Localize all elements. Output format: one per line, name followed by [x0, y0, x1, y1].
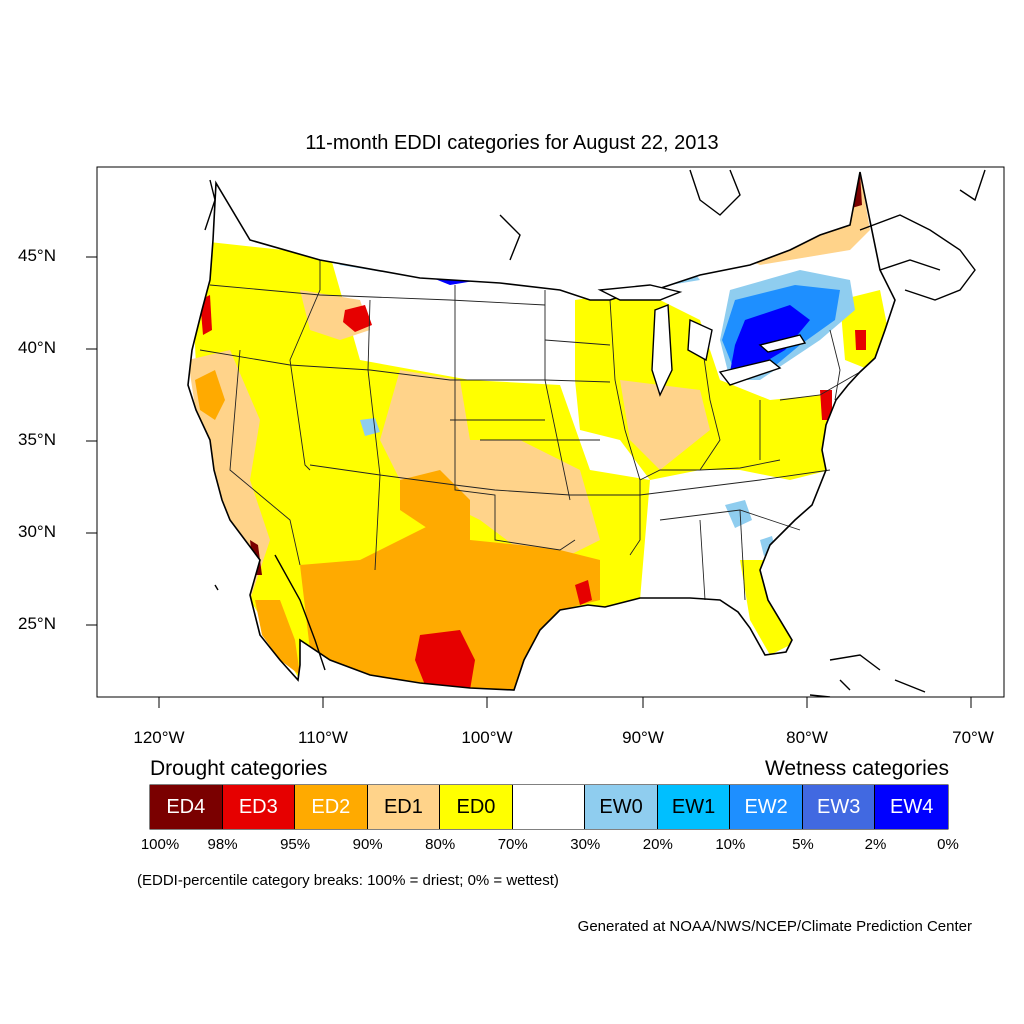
lon-label-110: 110°W — [298, 728, 348, 747]
map-title: 11-month EDDI categories for August 22, … — [305, 132, 719, 154]
legend-swatch-ed4: ED4 — [150, 785, 223, 829]
lon-label-90: 90°W — [622, 728, 664, 747]
legend-swatch-neutral — [512, 785, 586, 829]
credit-line: Generated at NOAA/NWS/NCEP/Climate Predi… — [577, 918, 972, 935]
ed2-region — [255, 600, 300, 675]
lon-label-120: 120°W — [133, 728, 185, 747]
legend-break-label: 100% — [140, 836, 180, 853]
ed2-region — [400, 470, 470, 540]
legend-break-label: 70% — [497, 836, 528, 853]
lon-label-100: 100°W — [461, 728, 513, 747]
legend-swatch-ew1: EW1 — [657, 785, 731, 829]
legend-break-label: 0% — [937, 836, 959, 853]
legend-break-label: 5% — [792, 836, 814, 853]
legend-break-label: 30% — [570, 836, 601, 853]
axis-ticks — [86, 256, 972, 708]
ed1-region — [620, 380, 710, 470]
lat-label-30: 30°N — [18, 522, 56, 541]
legend-swatch-ed1: ED1 — [367, 785, 441, 829]
legend-break-label: 98% — [207, 836, 238, 853]
ew4-region — [730, 305, 810, 372]
legend-swatch-ew0: EW0 — [585, 785, 658, 829]
ed3-region — [820, 390, 832, 420]
canada-coastline — [204, 169, 986, 301]
legend-note: (EDDI-percentile category breaks: 100% =… — [137, 872, 559, 889]
mexico-coastline — [214, 554, 926, 697]
state-borders — [199, 260, 861, 601]
ed2-region — [195, 370, 225, 420]
legend-swatch-ed0: ED0 — [440, 785, 513, 829]
legend-swatch-ed2: ED2 — [295, 785, 368, 829]
ed3-region — [343, 305, 372, 332]
legend-break-label: 95% — [280, 836, 311, 853]
lon-label-70: 70°W — [952, 728, 994, 747]
legend-break-label: 10% — [715, 836, 746, 853]
lon-label-80: 80°W — [786, 728, 828, 747]
lat-label-35: 35°N — [18, 430, 56, 449]
legend-break-label: 80% — [425, 836, 456, 853]
legend-swatch-ew3: EW3 — [802, 785, 876, 829]
ed3-region — [575, 580, 592, 605]
lat-label-25: 25°N — [18, 614, 56, 633]
lat-label-40: 40°N — [18, 338, 56, 357]
lat-label-45: 45°N — [18, 246, 56, 265]
legend-swatch-ed3: ED3 — [222, 785, 296, 829]
ed3-region — [415, 630, 475, 690]
ed3-region — [855, 330, 866, 350]
legend-swatch-ew2: EW2 — [730, 785, 803, 829]
legend-break-label: 20% — [642, 836, 673, 853]
legend-swatch-ew4: EW4 — [875, 785, 948, 829]
great-lakes — [597, 284, 807, 397]
drought-heading: Drought categories — [150, 757, 328, 780]
ed1-region — [380, 370, 600, 560]
legend-break-label: 90% — [352, 836, 383, 853]
legend-break-label: 2% — [864, 836, 887, 853]
wetness-heading: Wetness categories — [764, 757, 949, 780]
ew0-region — [725, 500, 752, 528]
